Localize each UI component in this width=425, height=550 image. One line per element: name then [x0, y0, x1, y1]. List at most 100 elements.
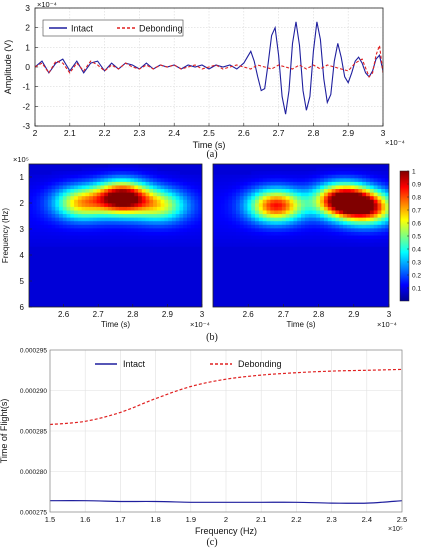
- heatmap-cell: [354, 239, 359, 244]
- heatmap-cell: [123, 203, 128, 208]
- heatmap-cell: [320, 228, 325, 233]
- heatmap-cell: [36, 196, 41, 201]
- heatmap-cell: [111, 217, 116, 222]
- heatmap-cell: [183, 242, 188, 247]
- heatmap-cell: [59, 206, 64, 211]
- heatmap-cell: [343, 231, 348, 237]
- heatmap-cell: [251, 185, 256, 190]
- heatmap-cell: [179, 203, 184, 208]
- colorbar-tick-label: 0.2: [412, 273, 421, 280]
- heatmap-cell: [107, 171, 113, 176]
- heatmap-cell: [32, 239, 38, 244]
- heatmap-cell: [285, 174, 291, 179]
- heatmap-cell: [175, 203, 180, 208]
- heatmap-cell: [343, 181, 348, 186]
- heatmap-cell: [126, 203, 132, 208]
- heatmap-cell: [251, 178, 256, 183]
- heatmap-cell: [111, 203, 116, 208]
- heatmap-cell: [36, 221, 41, 226]
- heatmap-cell: [32, 228, 38, 233]
- heatmap-cell: [235, 210, 241, 215]
- heatmap-cell: [130, 217, 135, 222]
- heatmap-cell: [293, 206, 298, 211]
- heatmap-cell: [183, 203, 188, 208]
- tick-label-y: 0.000295: [20, 348, 47, 355]
- heatmap-cell: [66, 203, 71, 208]
- heatmap-cell: [316, 224, 321, 229]
- heatmap-cell: [100, 214, 105, 219]
- heatmap-cell: [171, 214, 177, 219]
- heatmap-cell: [134, 181, 139, 186]
- heatmap-cell: [216, 217, 222, 222]
- heatmap-cell: [153, 206, 158, 211]
- heatmap-cell: [51, 221, 56, 226]
- heatmap-cell: [323, 242, 329, 247]
- heatmap-cell: [145, 171, 150, 176]
- heatmap-cell: [255, 192, 260, 197]
- heatmap-cell: [266, 231, 271, 237]
- heatmap-cell: [339, 174, 344, 179]
- heatmap-cell: [320, 217, 325, 222]
- heatmap-cell: [168, 174, 173, 179]
- heatmap-cell: [115, 206, 120, 211]
- heatmap-cell: [216, 242, 222, 247]
- heatmap-cell: [168, 178, 173, 183]
- heatmap-cell: [55, 203, 60, 208]
- heatmap-cell: [145, 189, 150, 194]
- heatmap-cell: [92, 235, 98, 240]
- heatmap-cell: [381, 214, 386, 219]
- tick-label-x: 3: [381, 128, 386, 138]
- heatmap-cell: [327, 221, 333, 226]
- heatmap-cell: [55, 189, 60, 194]
- heatmap-cell: [164, 174, 169, 179]
- heatmap-cell: [232, 181, 237, 186]
- heatmap-cell: [274, 178, 279, 183]
- heatmap-cell: [175, 228, 180, 233]
- heatmap-cell: [130, 192, 135, 197]
- heatmap-cell: [145, 239, 150, 244]
- heatmap-cell: [289, 221, 294, 226]
- heatmap-cell: [213, 239, 218, 244]
- heatmap-cell: [289, 206, 294, 211]
- heatmap-cell: [358, 192, 363, 197]
- heatmap-cell: [270, 174, 275, 179]
- heatmap-cell: [145, 192, 150, 197]
- heatmap-cell: [29, 217, 34, 222]
- heatmap-cell: [164, 192, 169, 197]
- heatmap-cell: [74, 199, 79, 204]
- heatmap-cell: [320, 174, 325, 179]
- heatmap-cell: [232, 199, 237, 204]
- heatmap-cell: [304, 242, 310, 247]
- heatmap-cell: [308, 221, 313, 226]
- heatmap-cell: [278, 231, 283, 237]
- heatmap-cell: [323, 210, 329, 215]
- heatmap-cell: [44, 235, 49, 240]
- heatmap-cell: [220, 189, 225, 194]
- heatmap-cell: [51, 214, 56, 219]
- heatmap-cell: [175, 199, 180, 204]
- heatmap-cell: [115, 181, 120, 186]
- heatmap-cell: [346, 224, 352, 229]
- heatmap-cell: [156, 221, 162, 226]
- heatmap-cell: [194, 206, 199, 211]
- heatmap-cell: [115, 178, 120, 183]
- heatmap-cell: [354, 210, 359, 215]
- heatmap-cell: [111, 185, 116, 190]
- heatmap-cell: [251, 174, 256, 179]
- heatmap-cell: [198, 231, 202, 237]
- heatmap-cell: [175, 235, 180, 240]
- heatmap-cell: [123, 164, 128, 169]
- series-line-debonding: [35, 45, 383, 78]
- heatmap-cell: [89, 239, 94, 244]
- heatmap-cell: [297, 174, 302, 179]
- heatmap-cell: [270, 196, 275, 201]
- heatmap-cell: [51, 189, 56, 194]
- heatmap-cell: [107, 217, 113, 222]
- heatmap-cell: [153, 203, 158, 208]
- heatmap-cell: [297, 185, 302, 190]
- heatmap-cell: [270, 181, 275, 186]
- heatmap-cell: [251, 171, 256, 176]
- heatmap-cell: [134, 231, 139, 237]
- heatmap-cell: [293, 214, 298, 219]
- x-exponent: ×10⁻⁴: [377, 320, 397, 329]
